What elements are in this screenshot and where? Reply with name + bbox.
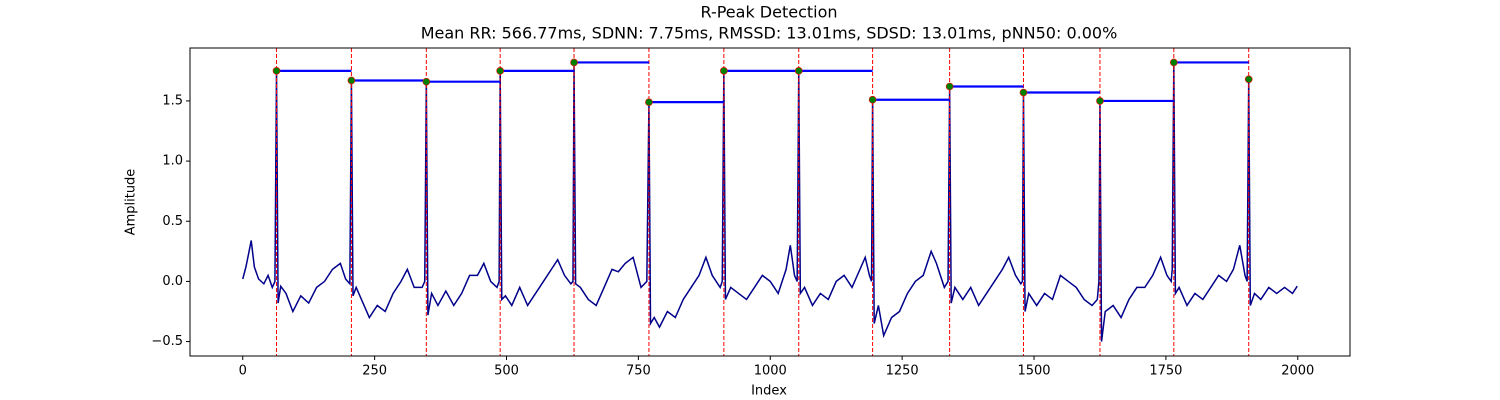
y-axis-label: Amplitude	[124, 169, 139, 236]
x-tick-label: 750	[626, 364, 651, 379]
x-axis-label: Index	[751, 384, 787, 399]
y-tick-label: 0.5	[162, 214, 183, 229]
peak-marker	[347, 76, 356, 85]
x-tick-label: 1000	[754, 364, 787, 379]
chart-title: R-Peak Detection	[700, 3, 837, 22]
peak-marker	[868, 95, 877, 104]
peak-marker	[422, 77, 431, 86]
peak-marker	[1170, 58, 1178, 67]
peak-marker	[570, 58, 578, 67]
peak-marker	[1019, 88, 1028, 97]
x-tick-label: 1250	[886, 364, 919, 379]
peak-marker	[496, 67, 504, 75]
x-tick-label: 1750	[1149, 364, 1182, 379]
y-tick-label: 0.0	[162, 274, 183, 289]
y-tick-label: 1.5	[162, 93, 183, 108]
x-tick-label: 2000	[1281, 364, 1314, 379]
y-tick-label: −0.5	[151, 334, 183, 349]
ecg-signal	[242, 62, 1298, 342]
y-tick-label: 1.0	[162, 154, 183, 169]
x-tick-label: 1500	[1017, 364, 1050, 379]
peak-marker	[645, 98, 653, 106]
peak-marker	[1096, 97, 1104, 105]
chart-subtitle: Mean RR: 566.77ms, SDNN: 7.75ms, RMSSD: …	[421, 24, 1118, 43]
peak-marker	[272, 67, 281, 75]
peak-marker	[945, 82, 954, 91]
peak-marker	[1244, 75, 1253, 84]
x-tick-label: 0	[239, 364, 247, 379]
peak-marker	[794, 67, 803, 75]
x-tick-label: 250	[362, 364, 387, 379]
peak-marker	[720, 67, 728, 75]
x-tick-label: 500	[494, 364, 519, 379]
plot-frame	[189, 47, 1351, 357]
